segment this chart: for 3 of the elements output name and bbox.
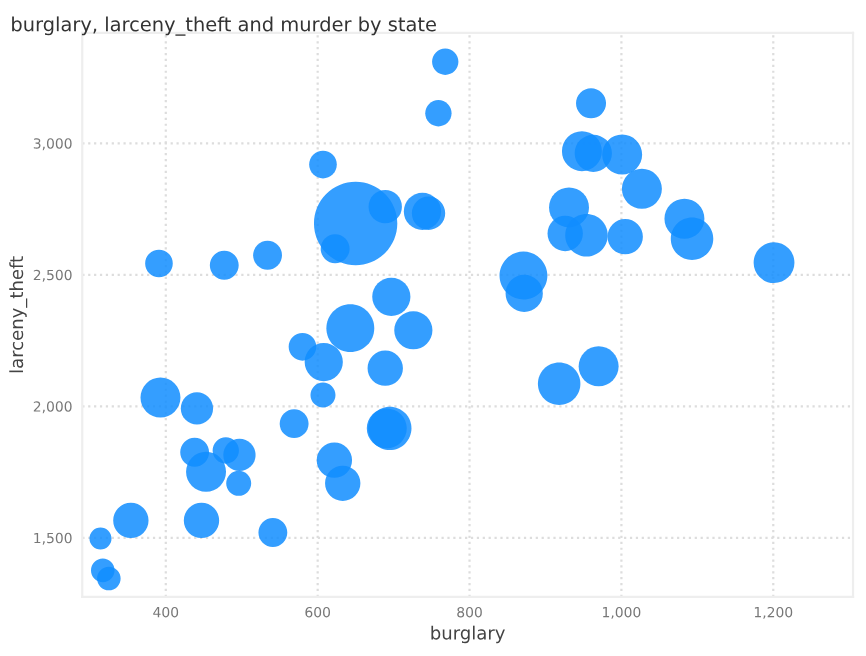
x-axis-title: burglary [431,625,505,644]
chart-title: burglary, larceny_theft and murder by state [12,16,436,36]
y-axis-title: larceny_theft [9,256,28,373]
